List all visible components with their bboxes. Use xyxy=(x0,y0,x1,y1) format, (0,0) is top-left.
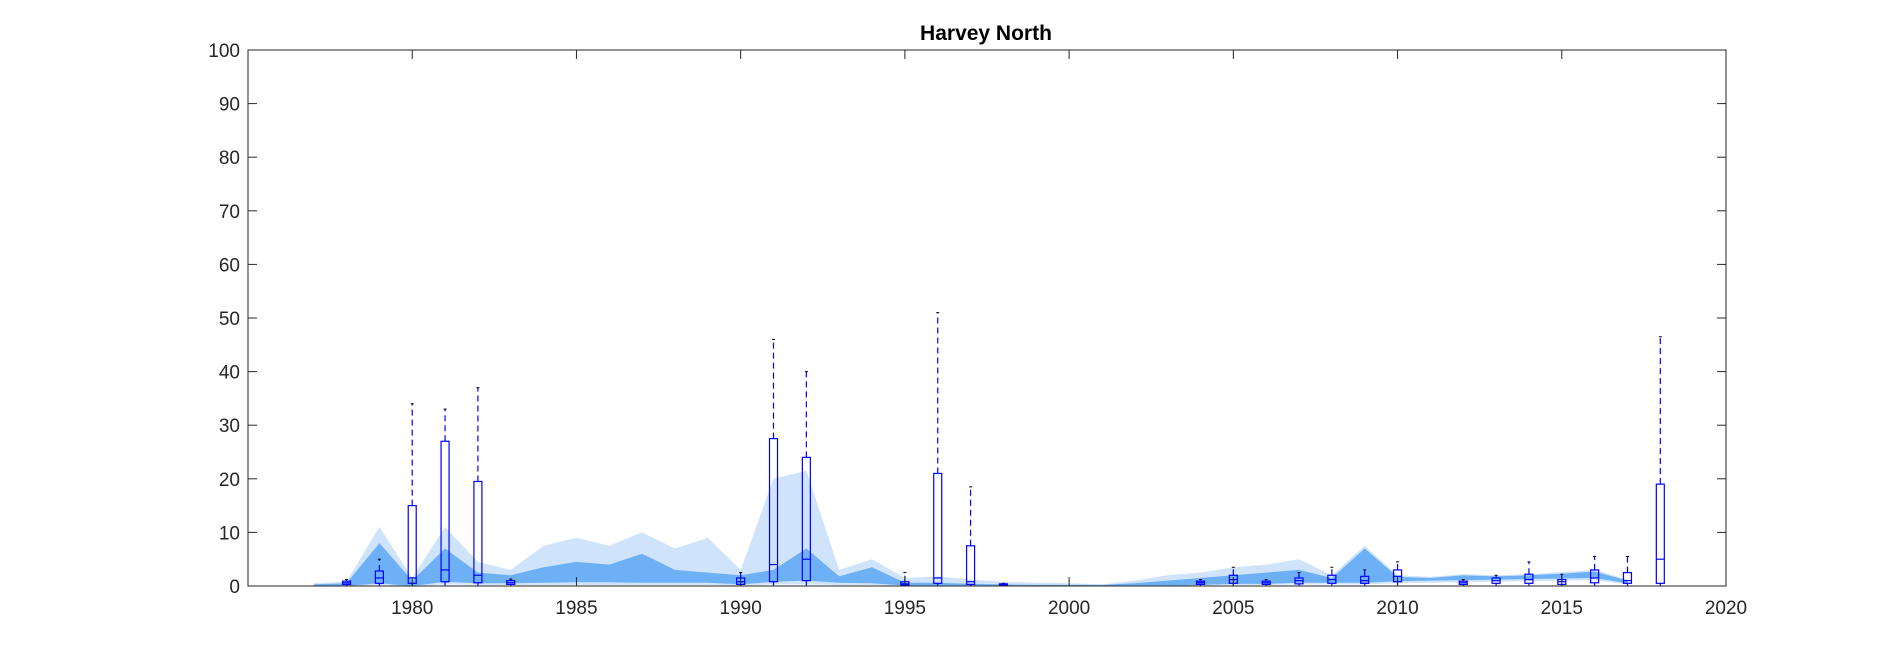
boxplot-2016 xyxy=(1590,556,1600,586)
boxplot-1978 xyxy=(341,579,352,586)
y-tick-label: 10 xyxy=(219,523,240,544)
y-tick-label: 20 xyxy=(219,470,240,491)
outer-band-area xyxy=(313,470,1628,586)
x-tick-label: 1995 xyxy=(884,598,926,619)
y-tick-label: 80 xyxy=(219,148,240,169)
plot-frame xyxy=(247,49,1727,587)
box xyxy=(1524,573,1534,584)
boxplot-1980 xyxy=(407,403,417,586)
boxplot-1992 xyxy=(801,371,811,586)
boxplot-2017 xyxy=(1622,556,1633,586)
boxes-layer xyxy=(341,312,1665,587)
boxplot-2006 xyxy=(1261,579,1271,586)
chart-title: Harvey North xyxy=(920,22,1052,45)
box xyxy=(965,545,976,585)
boxplot-1982 xyxy=(473,387,483,586)
y-tick-label: 70 xyxy=(219,202,240,223)
boxplot-2018 xyxy=(1655,336,1665,586)
box xyxy=(1655,483,1665,584)
x-tick-label: 1985 xyxy=(555,598,597,619)
boxplot-2014 xyxy=(1524,561,1534,586)
box xyxy=(768,438,779,583)
boxplot-2008 xyxy=(1327,566,1337,586)
box xyxy=(407,505,417,584)
boxplot-1981 xyxy=(440,408,450,586)
boxplot-1979 xyxy=(374,558,384,586)
box xyxy=(933,472,943,584)
box xyxy=(374,570,384,584)
x-tick-label: 2020 xyxy=(1705,598,1747,619)
y-tick-label: 0 xyxy=(229,577,240,598)
x-tick-label: 1980 xyxy=(391,598,433,619)
x-tick-label: 2005 xyxy=(1212,598,1254,619)
x-tick-label: 2010 xyxy=(1376,598,1418,619)
x-tick-label: 2015 xyxy=(1541,598,1583,619)
box xyxy=(1590,569,1600,584)
box xyxy=(1622,571,1633,584)
y-tick-label: 50 xyxy=(219,309,240,330)
boxplot-1997 xyxy=(965,486,976,586)
y-tick-label: 90 xyxy=(219,95,240,116)
axes-layer: 0 10 20 30 40 50 60 70 80 90 100 1980 1985 1990 1995 20… xyxy=(208,41,1747,619)
y-tick-label: 60 xyxy=(219,255,240,276)
boxplot-1991 xyxy=(768,338,779,586)
box xyxy=(801,456,811,582)
boxplot-2013 xyxy=(1491,574,1501,586)
bands-layer xyxy=(313,470,1628,586)
box xyxy=(473,480,483,584)
x-tick-label: 1990 xyxy=(720,598,762,619)
y-tick-label: 40 xyxy=(219,363,240,384)
y-tick-label: 30 xyxy=(219,416,240,437)
boxplot-1996 xyxy=(933,312,943,586)
y-tick-label: 100 xyxy=(208,41,240,62)
boxplot-1983 xyxy=(506,578,516,586)
x-tick-label: 2000 xyxy=(1048,598,1090,619)
boxplot-1998 xyxy=(998,582,1009,587)
boxplot-2009 xyxy=(1360,569,1370,586)
box xyxy=(440,440,450,583)
boxplot-2007 xyxy=(1294,572,1304,586)
box xyxy=(1360,575,1370,584)
